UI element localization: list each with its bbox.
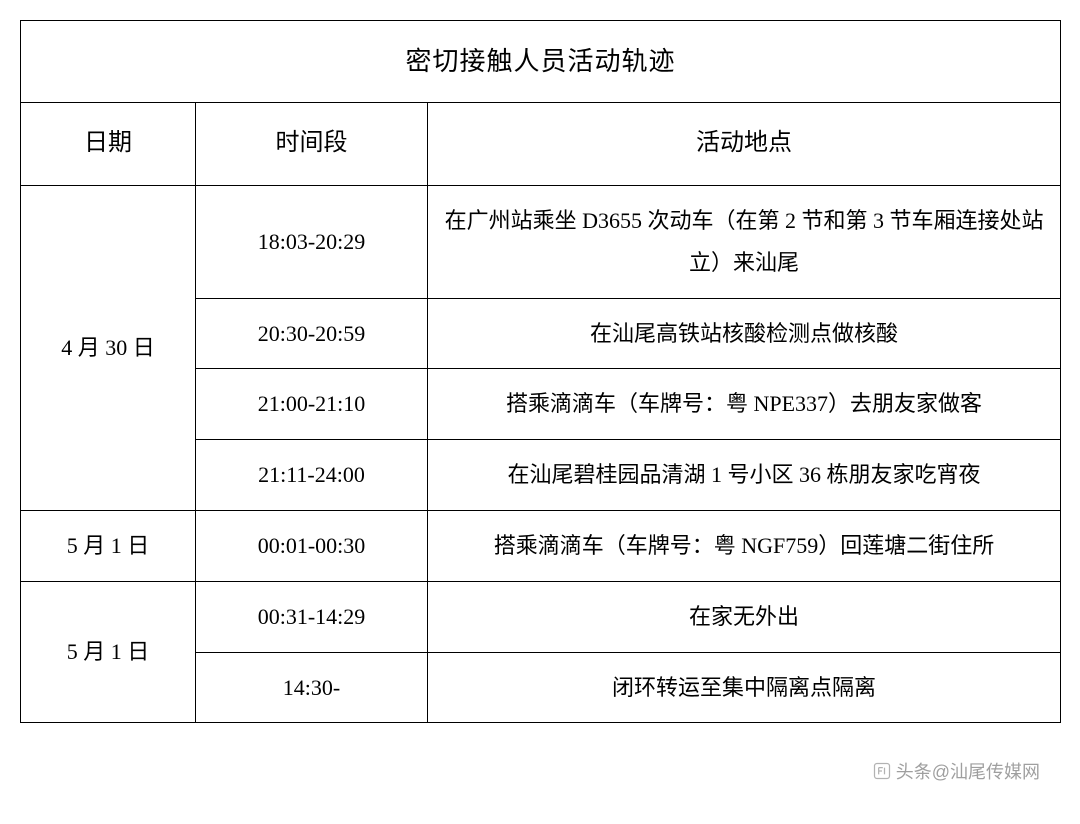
- time-cell: 20:30-20:59: [196, 298, 428, 369]
- date-cell: 5 月 1 日: [21, 510, 196, 581]
- headline-icon: [872, 761, 892, 781]
- trajectory-table-container: 密切接触人员活动轨迹 日期 时间段 活动地点 4 月 30 日 18:03-20…: [20, 20, 1060, 723]
- time-cell: 00:01-00:30: [196, 510, 428, 581]
- location-cell: 闭环转运至集中隔离点隔离: [428, 652, 1061, 723]
- time-cell: 00:31-14:29: [196, 581, 428, 652]
- trajectory-table: 密切接触人员活动轨迹 日期 时间段 活动地点 4 月 30 日 18:03-20…: [20, 20, 1061, 723]
- table-body: 4 月 30 日 18:03-20:29 在广州站乘坐 D3655 次动车（在第…: [21, 185, 1061, 722]
- date-cell: 4 月 30 日: [21, 185, 196, 510]
- header-date: 日期: [21, 103, 196, 186]
- header-location: 活动地点: [428, 103, 1061, 186]
- location-cell: 在汕尾碧桂园品清湖 1 号小区 36 栋朋友家吃宵夜: [428, 440, 1061, 511]
- table-title-row: 密切接触人员活动轨迹: [21, 21, 1061, 103]
- header-time: 时间段: [196, 103, 428, 186]
- time-cell: 21:00-21:10: [196, 369, 428, 440]
- time-cell: 21:11-24:00: [196, 440, 428, 511]
- time-cell: 18:03-20:29: [196, 185, 428, 298]
- time-cell: 14:30-: [196, 652, 428, 723]
- location-cell: 在家无外出: [428, 581, 1061, 652]
- table-row: 5 月 1 日 00:01-00:30 搭乘滴滴车（车牌号：粤 NGF759）回…: [21, 510, 1061, 581]
- table-row: 4 月 30 日 18:03-20:29 在广州站乘坐 D3655 次动车（在第…: [21, 185, 1061, 298]
- location-cell: 在广州站乘坐 D3655 次动车（在第 2 节和第 3 节车厢连接处站立）来汕尾: [428, 185, 1061, 298]
- watermark-text: 头条@汕尾传媒网: [896, 758, 1040, 784]
- table-header-row: 日期 时间段 活动地点: [21, 103, 1061, 186]
- location-cell: 搭乘滴滴车（车牌号：粤 NPE337）去朋友家做客: [428, 369, 1061, 440]
- location-cell: 搭乘滴滴车（车牌号：粤 NGF759）回莲塘二街住所: [428, 510, 1061, 581]
- location-cell: 在汕尾高铁站核酸检测点做核酸: [428, 298, 1061, 369]
- date-cell: 5 月 1 日: [21, 581, 196, 723]
- table-row: 5 月 1 日 00:31-14:29 在家无外出: [21, 581, 1061, 652]
- table-title: 密切接触人员活动轨迹: [21, 21, 1061, 103]
- watermark: 头条@汕尾传媒网: [872, 758, 1040, 784]
